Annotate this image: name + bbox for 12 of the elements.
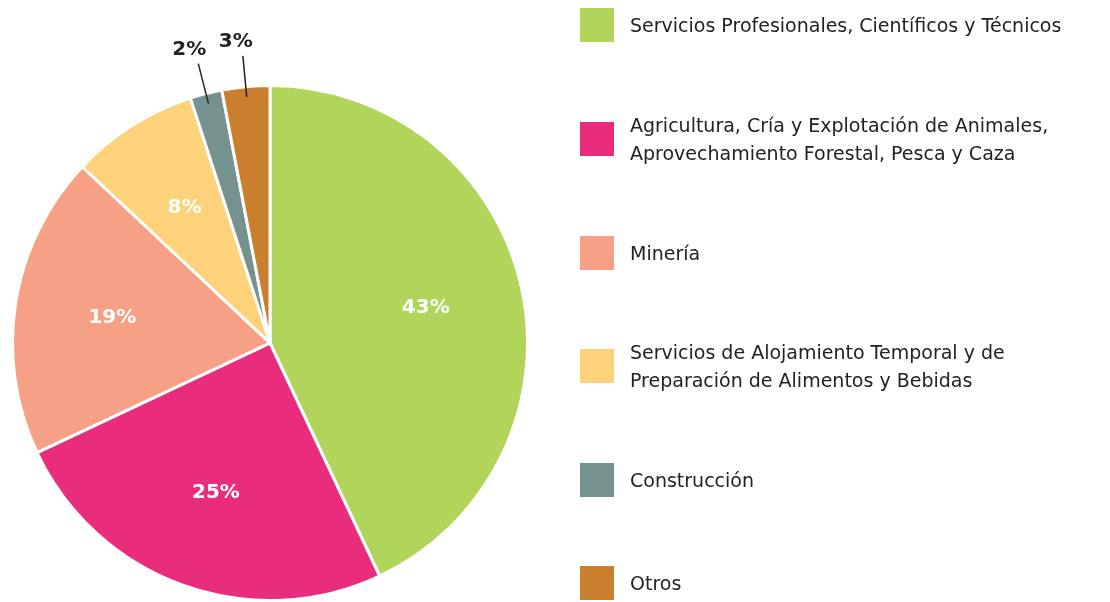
data-label: 8% (167, 194, 202, 219)
legend-label: Agricultura, Cría y Explotación de Animales, Aprovechamiento Forestal, Pesca y Caza (630, 112, 1050, 166)
legend-label: Minería (630, 240, 701, 266)
data-label: 3% (218, 28, 253, 53)
legend-label: Otros (630, 571, 682, 596)
legend-label: Servicios de Alojamiento Temporal y de Preparación de Alimentos y Bebidas (630, 340, 1006, 394)
legend-label: Servicios Profesionales, Científicos y Técnicos (630, 13, 1062, 38)
data-label: 43% (401, 294, 450, 319)
data-label: 2% (172, 35, 207, 60)
legend-label: Construcción (630, 468, 754, 494)
data-label: 19% (88, 304, 137, 329)
data-label: 25% (191, 479, 240, 504)
